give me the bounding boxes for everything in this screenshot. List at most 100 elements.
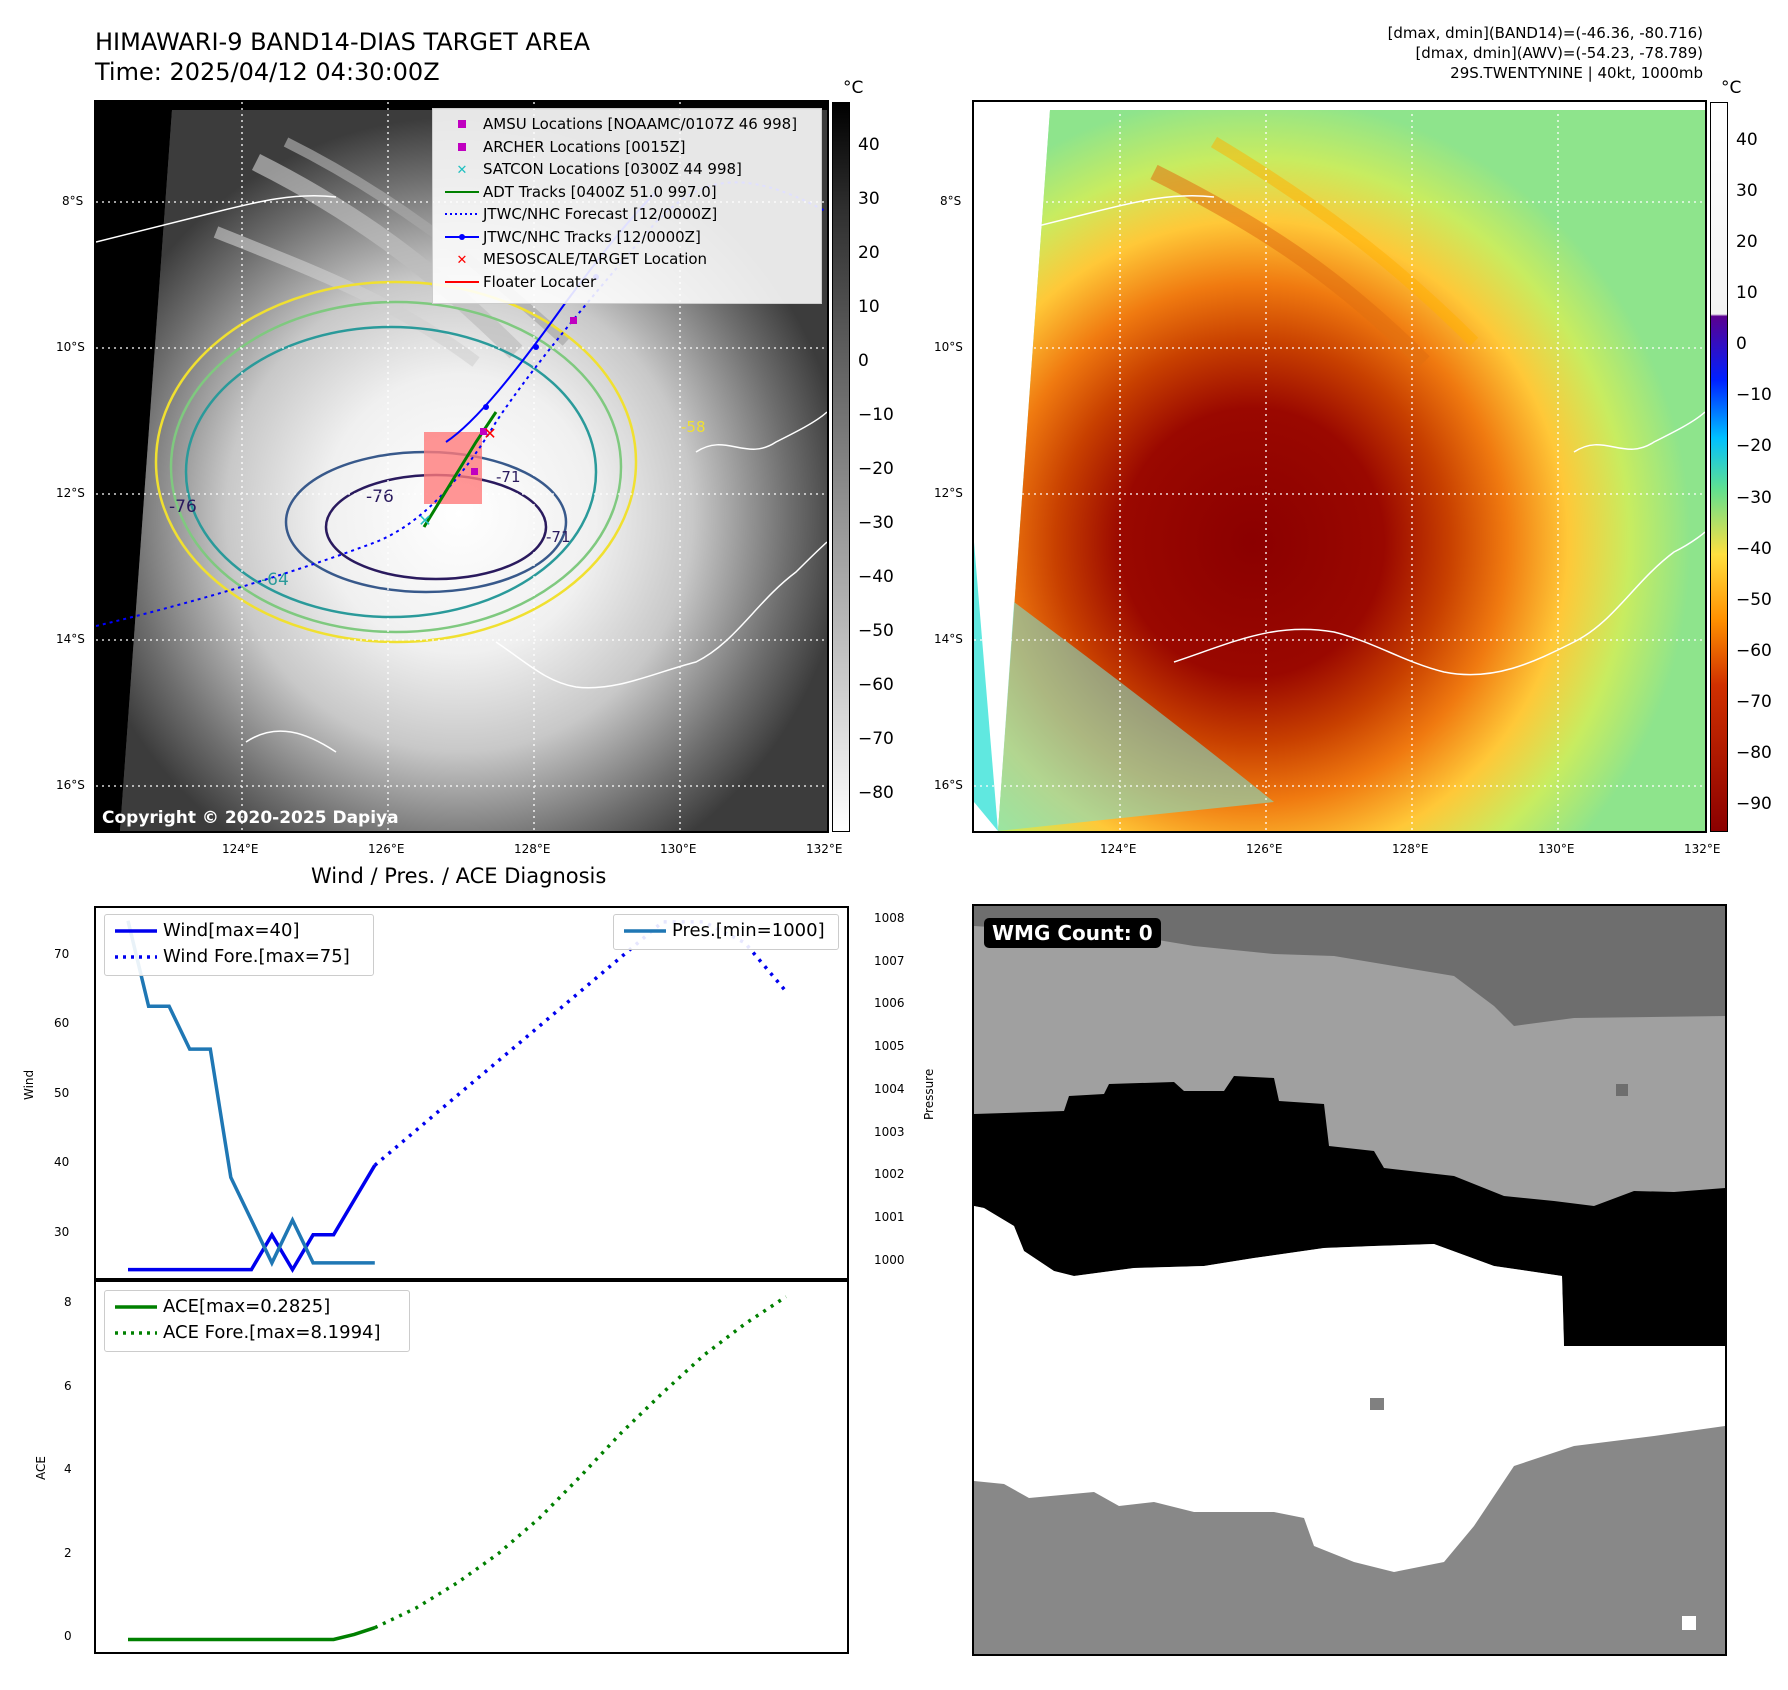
legend-item: JTWC/NHC Tracks [12/0000Z] xyxy=(441,226,813,249)
legend-item: Wind Fore.[max=75] xyxy=(115,946,350,967)
series-line xyxy=(126,920,375,1267)
colorbar-tick-label: 20 xyxy=(858,243,880,263)
ace-tick-label: 8 xyxy=(64,1295,72,1310)
legend-item: ARCHER Locations [0015Z] xyxy=(441,136,813,159)
colorbar-tick-label: −10 xyxy=(858,405,894,425)
band14-legend: AMSU Locations [NOAAMC/0107Z 46 998] ARC… xyxy=(432,108,822,304)
pressure-tick-label: 1006 xyxy=(874,996,905,1011)
svg-text:✕: ✕ xyxy=(483,424,496,443)
wind-tick-label: 50 xyxy=(54,1085,70,1100)
colorbar-tick-label: 30 xyxy=(1736,181,1758,202)
colorbar-tick-label: 0 xyxy=(858,351,869,371)
pressure-tick-label: 1001 xyxy=(874,1210,905,1225)
lon-label: 132°E xyxy=(806,842,843,856)
colorbar-tick-label: −50 xyxy=(1736,589,1772,610)
colorbar-tick-label: −20 xyxy=(1736,436,1772,457)
legend-item: ✕ SATCON Locations [0300Z 44 998] xyxy=(456,160,742,178)
lat-label: 8°S xyxy=(940,194,962,208)
lat-label: 10°S xyxy=(934,340,963,354)
pressure-tick-label: 1007 xyxy=(874,953,905,968)
pressure-tick-label: 1005 xyxy=(874,1039,905,1054)
figure-title-line2: Time: 2025/04/12 04:30:00Z xyxy=(95,58,440,86)
pressure-tick-label: 1000 xyxy=(874,1252,905,1267)
ace-chart: ACE[max=0.2825] ACE Fore.[max=8.1994] xyxy=(94,1278,849,1654)
contour-label: -76 xyxy=(366,487,394,507)
colorbar-tick-label: 30 xyxy=(858,189,880,209)
ace-legend: ACE[max=0.2825] ACE Fore.[max=8.1994] xyxy=(104,1290,410,1352)
contour-label: -71 xyxy=(546,528,571,546)
colorbar-unit: °C xyxy=(843,78,864,98)
colorbar-tick-label: −40 xyxy=(1736,538,1772,559)
series-line xyxy=(373,920,788,1167)
diagnosis-title: Wind / Pres. / ACE Diagnosis xyxy=(311,864,607,888)
pressure-tick-label: 1002 xyxy=(874,1167,905,1182)
stats-band14: [dmax, dmin](BAND14)=(-46.36, -80.716) xyxy=(1387,24,1703,42)
awv-colorbar xyxy=(1710,102,1728,832)
band14-map-panel: -76 -76 -64 -71 -71 -58 ✕ ✕ xyxy=(94,100,829,833)
wind-legend: Wind[max=40] Wind Fore.[max=75] xyxy=(104,914,374,976)
lat-label: 16°S xyxy=(56,778,85,792)
colorbar-tick-label: −60 xyxy=(1736,640,1772,661)
band14-colorbar xyxy=(832,102,850,832)
colorbar-tick-label: −90 xyxy=(1736,794,1772,814)
stats-awv: [dmax, dmin](AWV)=(-54.23, -78.789) xyxy=(1415,44,1703,62)
lat-label: 14°S xyxy=(934,632,963,646)
contour-label: -71 xyxy=(496,468,521,486)
lat-label: 10°S xyxy=(56,340,85,354)
wmg-svg xyxy=(974,906,1725,1654)
lon-label: 126°E xyxy=(1246,842,1283,856)
svg-text:✕: ✕ xyxy=(457,253,468,268)
legend-item: Wind[max=40] xyxy=(115,920,300,941)
pressure-tick-label: 1003 xyxy=(874,1124,905,1139)
wind-tick-label: 40 xyxy=(54,1155,70,1170)
lat-label: 16°S xyxy=(934,778,963,792)
wind-axis-label: Wind xyxy=(22,1069,36,1100)
pressure-tick-label: 1004 xyxy=(874,1081,905,1096)
awv-map-panel xyxy=(972,100,1707,833)
colorbar-tick-label: 40 xyxy=(858,135,880,155)
ace-axis-label: ACE xyxy=(34,1456,48,1480)
colorbar-tick-label: 10 xyxy=(1736,283,1758,304)
lon-label: 130°E xyxy=(1538,842,1575,856)
figure-title-line1: HIMAWARI-9 BAND14-DIAS TARGET AREA xyxy=(95,28,591,56)
colorbar-tick-label: −70 xyxy=(858,729,894,749)
colorbar-tick-label: −80 xyxy=(858,783,894,803)
series-line xyxy=(128,1164,377,1274)
contour-label: -76 xyxy=(169,497,197,517)
legend-item: Floater Locater xyxy=(445,272,597,291)
lon-label: 124°E xyxy=(222,842,259,856)
storm-info: 29S.TWENTYNINE | 40kt, 1000mb xyxy=(1450,64,1703,82)
legend-item: ACE Fore.[max=8.1994] xyxy=(115,1322,381,1343)
lat-label: 12°S xyxy=(934,486,963,500)
ace-tick-label: 0 xyxy=(64,1629,72,1644)
colorbar-tick-label: −80 xyxy=(1736,742,1772,763)
series-line xyxy=(374,1295,787,1630)
lat-label: 14°S xyxy=(56,632,85,646)
awv-map-svg xyxy=(974,102,1705,831)
svg-text:✕: ✕ xyxy=(457,163,468,178)
lat-label: 8°S xyxy=(62,194,84,208)
lon-label: 126°E xyxy=(368,842,405,856)
lon-label: 132°E xyxy=(1684,842,1721,856)
wind-pres-chart: Wind[max=40] Wind Fore.[max=75] Pres.[mi… xyxy=(94,906,849,1282)
ace-svg xyxy=(128,1295,787,1642)
legend-item: ADT Tracks [0400Z 51.0 997.0] xyxy=(445,182,717,201)
copyright-text: Copyright © 2020-2025 Dapiya xyxy=(102,808,399,828)
ace-tick-label: 4 xyxy=(64,1462,72,1477)
legend-item: JTWC/NHC Forecast [12/0000Z] xyxy=(445,205,718,223)
ace-tick-label: 2 xyxy=(64,1545,72,1560)
colorbar-tick-label: 40 xyxy=(1736,130,1758,150)
colorbar-tick-label: −50 xyxy=(858,621,894,641)
contour-label: -64 xyxy=(261,570,289,590)
legend-item: Pres.[min=1000] xyxy=(624,920,825,941)
colorbar-tick-label: −20 xyxy=(858,459,894,479)
colorbar-tick-label: −70 xyxy=(1736,691,1772,712)
lon-label: 128°E xyxy=(1392,842,1429,856)
colorbar-tick-label: −60 xyxy=(858,675,894,695)
contour-label: -58 xyxy=(681,418,706,436)
pressure-tick-label: 1008 xyxy=(874,910,905,925)
wind-tick-label: 30 xyxy=(54,1224,70,1239)
colorbar-tick-label: 10 xyxy=(858,297,880,317)
ace-tick-label: 6 xyxy=(64,1378,72,1393)
pressure-legend: Pres.[min=1000] xyxy=(613,914,839,950)
